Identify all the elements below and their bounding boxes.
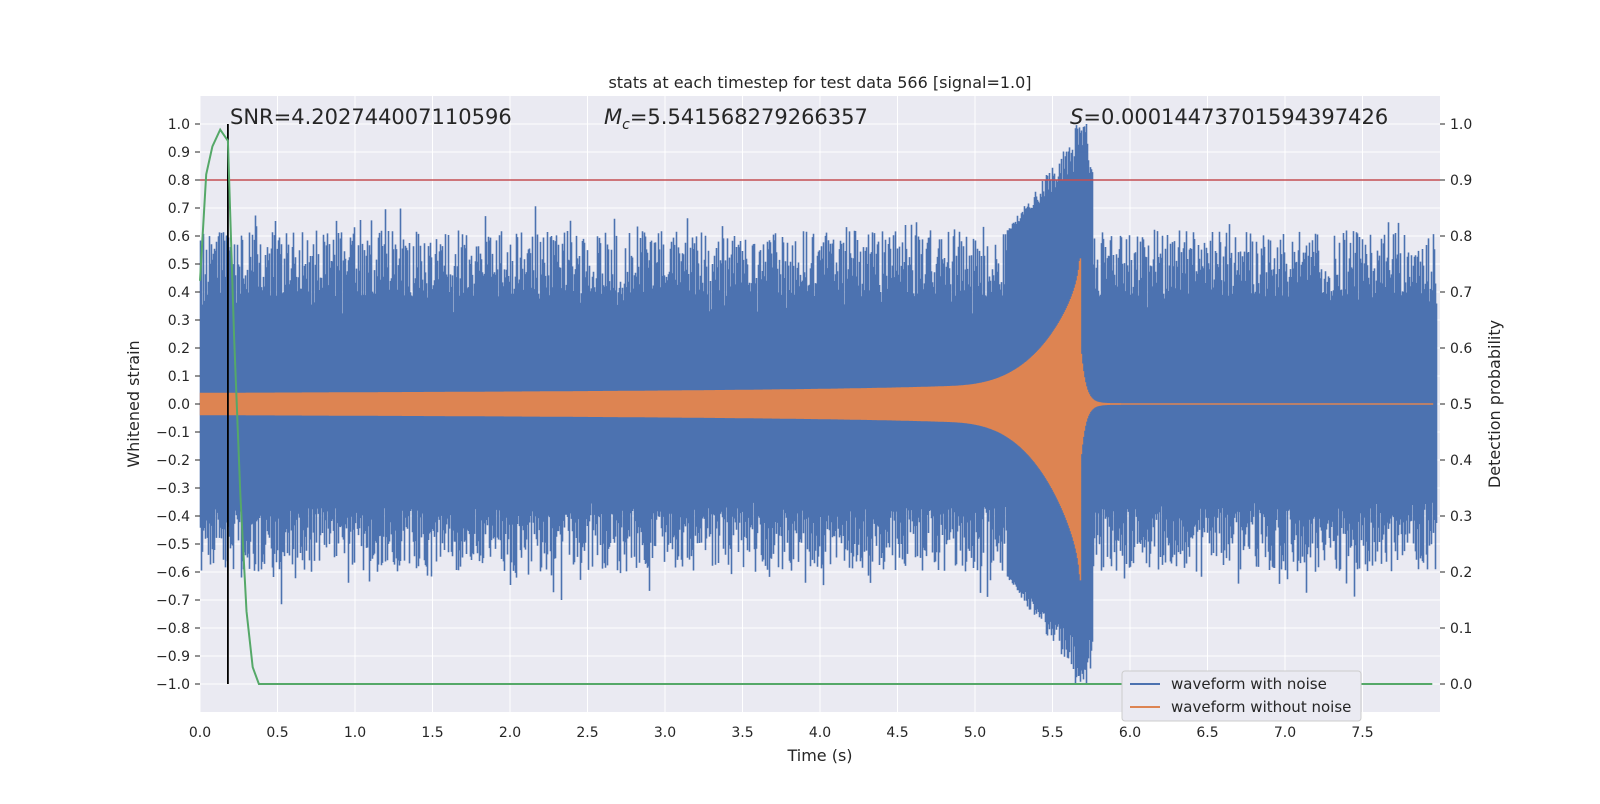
y2-tick-label: 0.0	[1450, 677, 1472, 693]
ticks: 0.0 0.5 1.0 1.5 2.0 2.5 3.0 3.5 4.0 4.5 5.0 5.5 6.0 6…	[156, 117, 1472, 741]
y-tick-label: −0.7	[156, 593, 190, 609]
y-tick-label: 0.8	[168, 173, 190, 189]
y-tick-label: 0.1	[168, 369, 190, 385]
legend-label-noise: waveform with noise	[1171, 675, 1327, 693]
chirp-mass-annotation: Mc=5.541568279266357	[604, 105, 868, 133]
y-tick-label: −1.0	[156, 677, 190, 693]
y-tick-label: −0.9	[156, 649, 190, 665]
x-axis-label: Time (s)	[786, 746, 852, 765]
chart-title: stats at each timestep for test data 566…	[608, 73, 1031, 92]
x-tick-label: 3.5	[731, 725, 753, 741]
x-tick-label: 0.5	[266, 725, 288, 741]
y-tick-label: 0.2	[168, 341, 190, 357]
y-tick-label: 0.6	[168, 229, 190, 245]
y2-axis-label: Detection probability	[1485, 320, 1504, 488]
clean-waveform-line	[199, 258, 1434, 581]
x-tick-label: 6.0	[1119, 725, 1141, 741]
legend-label-clean: waveform without noise	[1171, 698, 1351, 716]
x-tick-label: 7.5	[1351, 725, 1373, 741]
x-tick-label: 5.0	[964, 725, 986, 741]
x-tick-label: 2.5	[576, 725, 598, 741]
y2-tick-label: 0.8	[1450, 229, 1472, 245]
x-tick-label: 2.0	[499, 725, 521, 741]
x-tick-label: 1.0	[344, 725, 366, 741]
y-axis-label: Whitened strain	[124, 340, 143, 467]
y-tick-label: 0.7	[168, 201, 190, 217]
x-tick-label: 3.0	[654, 725, 676, 741]
y2-tick-label: 1.0	[1450, 117, 1472, 133]
y2-tick-label: 0.6	[1450, 341, 1472, 357]
y2-tick-label: 0.5	[1450, 397, 1472, 413]
y2-tick-label: 0.1	[1450, 621, 1472, 637]
y-tick-label: −0.8	[156, 621, 190, 637]
detection-probability-line	[199, 127, 1433, 685]
y2-tick-label: 0.4	[1450, 453, 1472, 469]
s-annotation: S=0.00014473701594397426	[1070, 105, 1388, 129]
x-tick-label: 4.5	[886, 725, 908, 741]
series-waveform-without-noise	[199, 258, 1434, 581]
x-tick-label: 6.5	[1196, 725, 1218, 741]
x-tick-label: 1.5	[421, 725, 443, 741]
x-tick-label: 7.0	[1274, 725, 1296, 741]
snr-annotation: SNR=4.202744007110596	[230, 105, 512, 129]
x-tick-label: 0.0	[189, 725, 211, 741]
y-tick-label: 0.5	[168, 257, 190, 273]
legend-box	[1121, 670, 1362, 722]
y-tick-label: 0.0	[168, 397, 190, 413]
legend: waveform with noise waveform without noi…	[1121, 670, 1362, 722]
y-tick-label: −0.1	[156, 425, 190, 441]
y-tick-label: 0.4	[168, 285, 190, 301]
y-tick-label: −0.2	[156, 453, 190, 469]
y-tick-label: −0.4	[156, 509, 190, 525]
y-tick-label: −0.5	[156, 537, 190, 553]
x-tick-label: 5.5	[1041, 725, 1063, 741]
x-tick-label: 4.0	[809, 725, 831, 741]
y-tick-label: 1.0	[168, 117, 190, 133]
y2-tick-label: 0.3	[1450, 509, 1472, 525]
y2-tick-label: 0.2	[1450, 565, 1472, 581]
y2-tick-label: 0.7	[1450, 285, 1472, 301]
overlays	[199, 124, 1440, 685]
y-tick-label: −0.6	[156, 565, 190, 581]
y2-tick-label: 0.9	[1450, 173, 1472, 189]
y-tick-label: 0.3	[168, 313, 190, 329]
y-tick-label: 0.9	[168, 145, 190, 161]
y-tick-label: −0.3	[156, 481, 190, 497]
